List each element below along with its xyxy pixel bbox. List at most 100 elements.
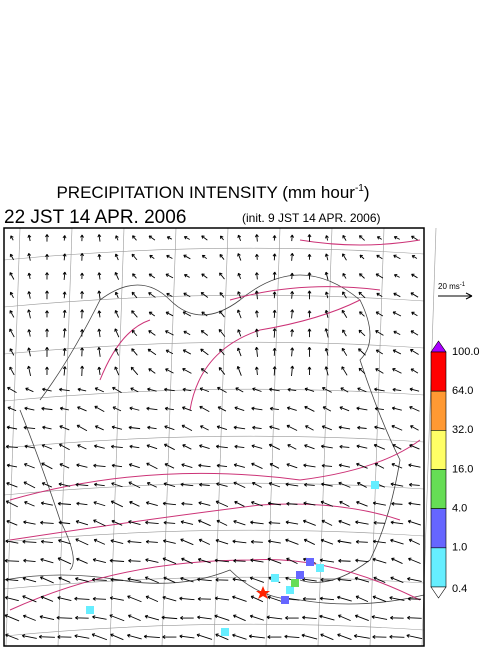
wind-vector xyxy=(149,254,155,259)
wind-vector xyxy=(165,273,174,279)
wind-vector xyxy=(114,366,120,376)
wind-vector xyxy=(62,253,67,261)
wind-vector xyxy=(410,425,419,431)
wind-vector xyxy=(181,557,193,564)
precipitation-cell xyxy=(286,586,294,594)
wind-vector xyxy=(22,595,37,603)
colorbar-label: 4.0 xyxy=(452,503,467,515)
wind-vector xyxy=(198,501,211,506)
wind-vector xyxy=(254,328,259,338)
wind-vector xyxy=(237,234,242,242)
wind-vector xyxy=(114,328,120,338)
wind-vector xyxy=(58,520,71,525)
contour xyxy=(99,299,361,411)
wind-vector xyxy=(342,329,347,337)
wind-vector xyxy=(373,443,386,450)
wind-vector xyxy=(254,366,259,376)
wind-vector xyxy=(97,253,102,260)
wind-vector xyxy=(307,290,312,300)
wind-vector xyxy=(374,425,385,430)
wind-vector xyxy=(390,615,404,620)
wind-vector xyxy=(390,520,404,525)
latitude-line xyxy=(3,529,425,543)
wind-vector xyxy=(248,634,265,639)
wind-vector xyxy=(163,443,175,451)
wind-vector xyxy=(321,482,333,487)
wind-vector xyxy=(127,614,141,622)
wind-vector xyxy=(358,273,365,279)
wind-vector xyxy=(164,406,174,411)
wind-vector xyxy=(235,387,244,393)
wind-vector xyxy=(250,595,264,603)
wind-vector xyxy=(58,443,70,451)
wind-vector xyxy=(93,463,106,468)
wind-vector xyxy=(325,235,329,241)
wind-vector xyxy=(234,500,245,507)
wind-vector xyxy=(22,539,37,544)
wind-vector xyxy=(372,501,386,506)
wind-vector xyxy=(303,501,316,506)
wind-vector xyxy=(341,309,348,319)
wind-vector xyxy=(148,311,156,317)
wind-vector xyxy=(25,387,34,393)
wind-vector xyxy=(97,272,102,280)
wind-vector xyxy=(249,614,264,621)
wind-vector xyxy=(147,425,157,430)
wind-vector xyxy=(148,368,156,374)
wind-vector xyxy=(357,387,367,393)
wind-vector xyxy=(250,539,263,544)
wind-vector xyxy=(97,310,102,318)
wind-vector xyxy=(219,310,225,318)
wind-vector xyxy=(372,634,387,639)
wind-vector xyxy=(45,290,49,300)
longitude-line xyxy=(57,227,73,647)
wind-vector xyxy=(9,366,15,376)
wind-vector xyxy=(6,481,18,488)
wind-vector xyxy=(148,273,156,279)
wind-vector xyxy=(219,235,224,241)
wind-vector xyxy=(9,253,14,261)
wind-vector xyxy=(354,576,370,583)
wind-vector xyxy=(128,481,141,489)
wind-vector xyxy=(390,538,404,545)
wind-vector xyxy=(233,463,245,468)
wind-vector xyxy=(359,254,365,260)
wind-vector xyxy=(131,348,138,356)
wind-vector xyxy=(342,273,347,279)
wind-vector xyxy=(302,615,317,620)
wind-vector xyxy=(146,444,158,450)
wind-vector xyxy=(161,615,178,620)
wind-vector xyxy=(93,501,106,507)
wind-vector xyxy=(392,349,402,355)
wind-vector xyxy=(131,253,138,261)
wind-vector xyxy=(284,634,300,639)
wind-vector xyxy=(5,539,19,544)
wind-vector xyxy=(145,558,159,563)
wind-vector xyxy=(200,330,209,336)
wind-vector xyxy=(272,366,277,376)
wind-vector xyxy=(199,405,210,412)
wind-vector xyxy=(110,539,124,545)
wind-vector xyxy=(197,557,211,564)
wind-vector xyxy=(355,558,369,563)
wind-vector xyxy=(146,482,157,488)
wind-vector xyxy=(232,595,247,602)
wind-vector xyxy=(80,272,84,280)
wind-vector xyxy=(198,538,211,545)
wind-vector xyxy=(219,292,225,298)
wind-vector xyxy=(342,234,347,241)
wind-vector xyxy=(356,462,368,469)
wind-vector xyxy=(5,633,19,640)
wind-vector xyxy=(376,254,383,260)
wind-vector xyxy=(236,365,242,376)
precipitation-cell xyxy=(291,579,299,587)
wind-vector xyxy=(23,520,36,525)
wind-vector xyxy=(374,406,384,411)
wind-vector xyxy=(143,634,160,639)
ref-sup: -1 xyxy=(460,282,466,288)
wind-vector xyxy=(290,234,294,242)
wind-vector xyxy=(272,253,277,261)
wind-vector xyxy=(304,444,315,450)
